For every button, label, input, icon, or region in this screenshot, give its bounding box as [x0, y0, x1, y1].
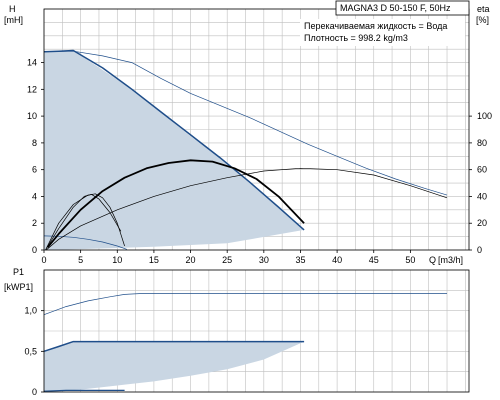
h-axis-unit: [mH]: [4, 15, 23, 25]
eta-curve-4: [45, 167, 448, 251]
x-tick-label: 5: [78, 255, 83, 265]
x-tick-label: 45: [369, 255, 379, 265]
h-tick-label: 2: [32, 218, 37, 228]
power-curve-1: [43, 293, 447, 316]
head-chart: 0 5 10 15 20 25 30 35 40 45 50 0 2 4 6 8 10 12 14 0 20 40 60…: [4, 0, 492, 265]
eta-curve-6: [45, 194, 122, 251]
x-tick-label: 0: [41, 255, 46, 265]
x-tick-label: 30: [259, 255, 269, 265]
h-axis-label: H: [9, 4, 16, 14]
power-curve-2: [43, 389, 125, 392]
h-tick-label: 0: [32, 245, 37, 255]
x-tick-label: 15: [149, 255, 159, 265]
q-axis-unit: [m3/h]: [438, 255, 463, 265]
power-curve-0: [43, 340, 305, 353]
h-tick-label: 8: [32, 138, 37, 148]
power-chart-frame: [43, 269, 470, 393]
x-tick-label: 40: [332, 255, 342, 265]
q-axis-label: Q: [429, 255, 436, 265]
eta-axis-ticks: 0 20 40 60 80 100: [469, 111, 492, 255]
p1-axis-unit: [kWP1]: [4, 282, 33, 292]
p1-tick-label: 0,5: [24, 346, 37, 356]
eta-axis-label: eta: [477, 4, 490, 14]
h-tick-label: 4: [32, 191, 37, 201]
p1-tick-label: 0: [32, 387, 37, 397]
eta-tick-label: 60: [477, 165, 487, 175]
eta-curve-3: [47, 159, 305, 248]
eta-tick-label: 20: [477, 218, 487, 228]
x-axis-ticks: 0 5 10 15 20 25 30 35 40 45 50: [41, 250, 415, 265]
eta-curve-5: [45, 193, 125, 251]
p1-axis-label: P1: [13, 267, 24, 277]
p1-axis-ticks: 0 0,5 1,0: [24, 306, 44, 397]
head-curve-2: [43, 235, 127, 250]
fluid-info: Перекачиваемая жидкость = Вода: [304, 21, 447, 31]
h-tick-label: 14: [27, 58, 37, 68]
x-tick-label: 35: [295, 255, 305, 265]
head-operating-area: [44, 50, 305, 250]
head-shaded-region: [44, 50, 305, 250]
head-curve-0: [43, 49, 305, 231]
x-tick-label: 10: [112, 255, 122, 265]
h-tick-label: 10: [27, 111, 37, 121]
head-chart-frame: [43, 8, 470, 251]
chart-title: MAGNA3 D 50-150 F, 50Hz: [340, 3, 451, 13]
h-axis-ticks: 0 2 4 6 8 10 12 14: [27, 58, 44, 255]
x-tick-label: 50: [405, 255, 415, 265]
h-tick-label: 12: [27, 84, 37, 94]
eta-axis-unit: [%]: [476, 15, 489, 25]
power-chart: 0 0,5 1,0 P1 [kWP1]: [4, 267, 470, 397]
eta-tick-label: 40: [477, 191, 487, 201]
h-tick-label: 6: [32, 165, 37, 175]
p1-tick-label: 1,0: [24, 306, 37, 316]
x-tick-label: 20: [186, 255, 196, 265]
power-chart-series: [43, 293, 447, 392]
title-box: [335, 0, 470, 16]
eta-tick-label: 80: [477, 138, 487, 148]
head-curve-1: [43, 50, 448, 196]
eta-tick-label: 100: [477, 111, 492, 121]
power-operating-area: [44, 341, 305, 392]
density-info: Плотность = 998.2 kg/m3: [304, 33, 408, 43]
x-tick-label: 25: [222, 255, 232, 265]
power-shaded-region: [44, 341, 305, 392]
info-box: [300, 19, 465, 46]
eta-tick-label: 0: [477, 245, 482, 255]
head-chart-series: [43, 49, 448, 251]
